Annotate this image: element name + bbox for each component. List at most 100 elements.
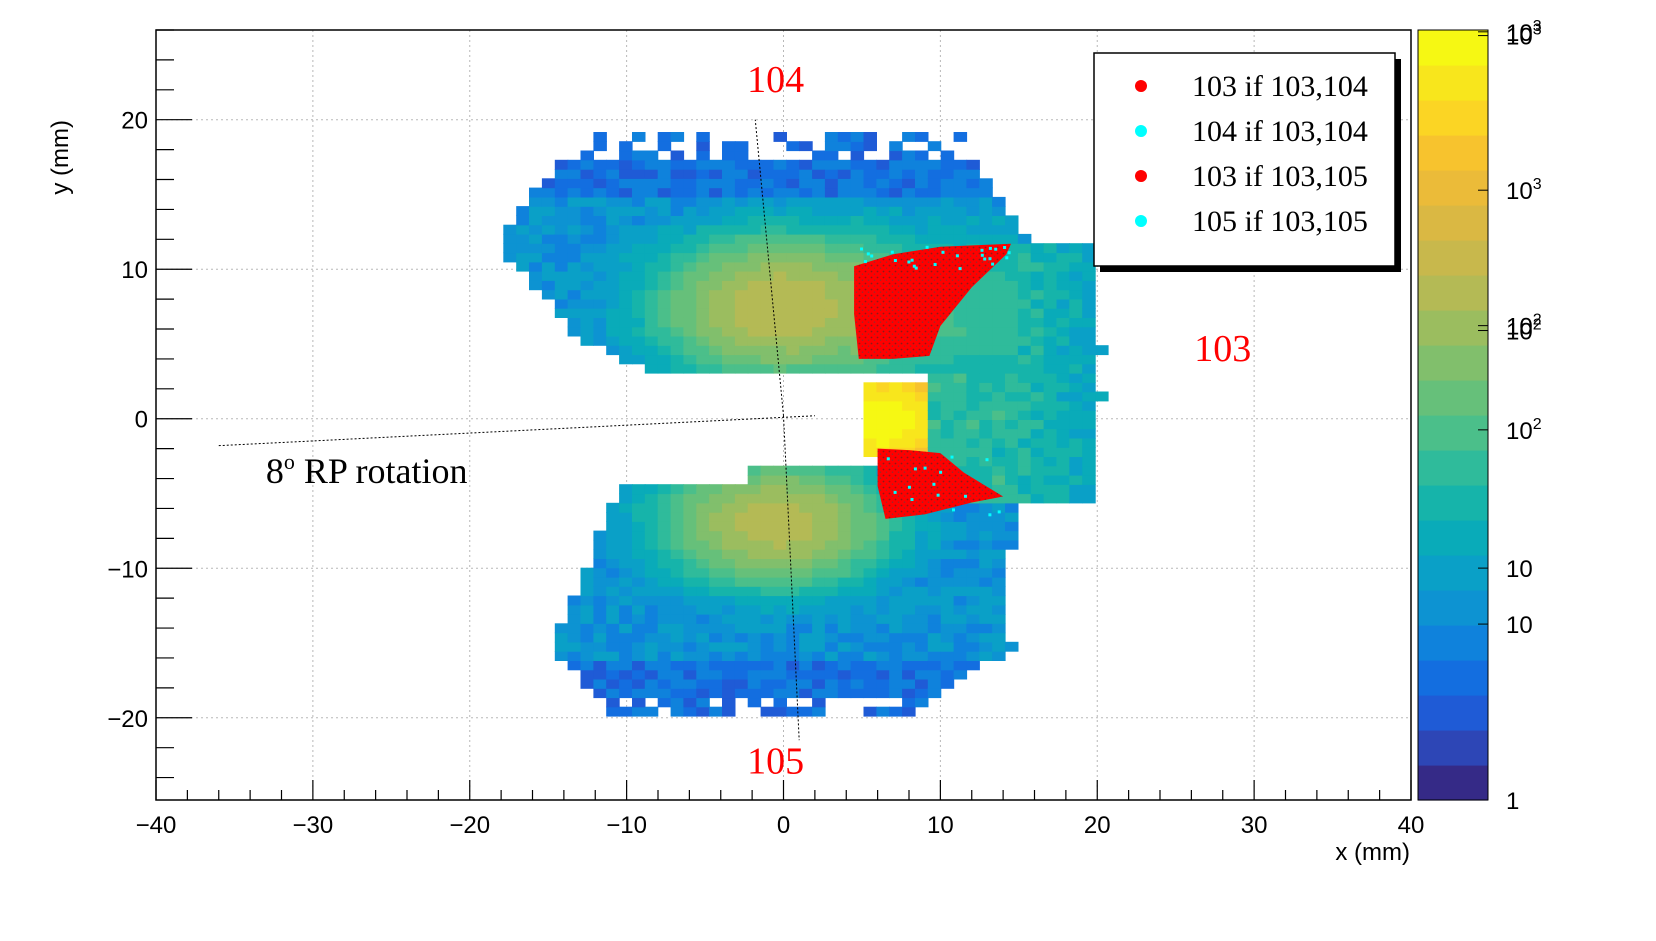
heatmap-cell [734,206,749,216]
heatmap-cell [696,706,710,717]
heatmap-cell [1017,354,1032,365]
heatmap-cell [1056,345,1070,356]
heatmap-cell [992,410,1006,420]
heatmap-cell [734,280,749,291]
heatmap-cell [619,159,633,170]
heatmap-cell [683,669,697,680]
heatmap-cell [1017,326,1032,337]
heatmap-cell [876,196,890,207]
palette-label: 103 [1506,176,1542,205]
heatmap-cell [979,447,993,457]
heatmap-cell [683,651,697,661]
heatmap-cell [953,660,968,671]
heatmap-cell [1056,280,1070,291]
heatmap-cell [1082,289,1096,300]
palette-band [1418,415,1488,451]
heatmap-cell [927,641,942,652]
heatmap-cell [722,354,736,365]
heatmap-cell [953,558,968,569]
heatmap-cell [1082,382,1096,393]
heatmap-cell [799,243,813,254]
heatmap-cell [773,280,787,291]
heatmap-cell [850,641,865,652]
heatmap-cell [915,641,929,652]
heatmap-cell [966,521,980,532]
heatmap-cell [760,354,775,365]
heatmap-cell [1082,261,1096,272]
guide-line-upper [754,119,784,416]
annotation-104: 104 [747,59,804,101]
heatmap-cell [812,502,826,513]
heatmap-cell [1082,419,1096,430]
heatmap-cell [657,289,672,300]
heatmap-cell [786,363,800,374]
heatmap-cell [1043,317,1058,328]
scatter-point [866,252,870,256]
heatmap-cell [760,345,775,356]
heatmap-cell [1069,456,1083,467]
heatmap-cell [747,558,762,569]
heatmap-cell [915,669,929,680]
heatmap-cell [760,280,775,291]
heatmap-cell [734,243,749,254]
heatmap-cell [722,243,736,254]
heatmap-cell [580,576,594,587]
heatmap-cell [619,586,633,597]
heatmap-cell [606,169,620,179]
heatmap-cell [670,233,685,244]
heatmap-cell [863,549,877,559]
heatmap-cell [786,549,800,559]
heatmap-cell [915,539,929,550]
heatmap-cell [902,632,916,643]
heatmap-cell [940,335,955,346]
heatmap-cell [644,669,659,680]
scatter-point [997,510,1001,514]
heatmap-cell [657,261,672,272]
heatmap-cell [670,521,685,532]
palette-band [1418,310,1488,346]
heatmap-cell [786,169,800,179]
legend-marker [1135,215,1147,227]
heatmap-cell [1005,410,1019,420]
heatmap-cell [992,335,1006,346]
heatmap-cell [734,484,749,495]
heatmap-cell [824,465,839,476]
heatmap-cell [863,669,877,680]
heatmap-cell [760,614,775,624]
heatmap-cell [670,530,685,541]
heatmap-cell [837,558,852,569]
heatmap-cell [696,196,710,207]
heatmap-cell [541,243,556,254]
heatmap-cell [824,289,839,300]
heatmap-cell [902,187,916,198]
heatmap-cell [837,169,852,179]
heatmap-cell [979,187,993,198]
heatmap-cell [503,252,517,263]
heatmap-cell [953,512,968,522]
heatmap-cell [734,632,749,643]
heatmap-cell [722,641,736,652]
heatmap-cell [863,233,877,244]
heatmap-cell [902,132,916,142]
heatmap-cell [915,549,929,559]
heatmap-cell [1043,484,1058,495]
heatmap-cell [632,326,646,337]
heatmap-cell [824,530,839,541]
heatmap-cell [606,326,620,337]
heatmap-cell [683,326,697,337]
heatmap-cell [696,363,710,374]
heatmap-cell [824,614,839,624]
heatmap-cell [554,252,569,263]
heatmap-cell [683,530,697,541]
heatmap-cell [696,651,710,661]
heatmap-cell [876,187,890,198]
heatmap-cell [786,475,800,485]
heatmap-cell [696,549,710,559]
heatmap-cell [567,604,582,615]
heatmap-cell [953,530,968,541]
heatmap-cell [876,169,890,179]
heatmap-cell [580,604,594,615]
heatmap-cell [760,326,775,337]
heatmap-cell [889,159,903,170]
heatmap-cell [593,178,607,189]
